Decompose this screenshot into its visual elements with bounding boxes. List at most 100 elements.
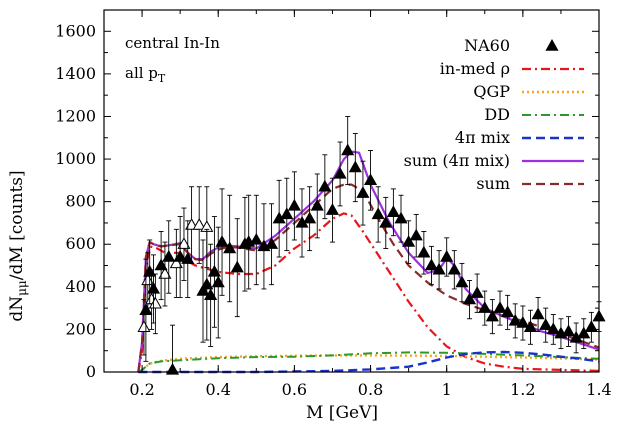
triangle-marker — [200, 277, 214, 290]
legend-entry-sum-4-mix-: sum (4π mix) — [404, 151, 584, 170]
triangle-marker — [501, 305, 515, 318]
y-axis-label: dNμμ/dM [counts] — [7, 170, 29, 321]
na60-point-25 — [303, 186, 317, 252]
triangle-marker — [485, 309, 499, 322]
y-tick-label: 400 — [65, 277, 96, 296]
triangle-marker — [478, 301, 492, 313]
y-tick-label: 800 — [65, 192, 96, 211]
na60-point-46 — [462, 279, 477, 320]
legend: NA60 in-med ρ QGP DD 4π mix sum (4π mix) sum — [404, 36, 584, 193]
na60-point-59 — [561, 316, 576, 347]
triangle-marker — [287, 198, 301, 211]
triangle-marker — [348, 160, 362, 173]
na60-point-18 — [249, 194, 263, 286]
na60-point-14 — [223, 194, 237, 303]
legend-triangle-marker — [545, 38, 559, 51]
triangle-marker — [379, 215, 393, 228]
triangle-marker — [417, 245, 431, 258]
triangle-marker — [310, 198, 324, 211]
triangle-marker — [546, 322, 560, 335]
triangle-marker — [211, 275, 225, 288]
y-tick-label: 600 — [65, 234, 96, 253]
triangle-marker — [264, 237, 279, 249]
triangle-marker — [181, 252, 195, 264]
na60-point-27 — [318, 154, 332, 220]
na60-open-point-6 — [177, 207, 191, 281]
triangle-marker — [146, 281, 161, 294]
na60-point-51 — [501, 294, 515, 330]
annotation-pt-main: all p — [125, 64, 158, 82]
na60-point-43 — [440, 237, 454, 277]
triangle-marker — [139, 303, 153, 315]
triangle-marker — [341, 143, 355, 156]
triangle-marker — [462, 292, 477, 305]
legend-entry-sum: sum — [476, 174, 584, 193]
na60-point-7 — [181, 220, 195, 298]
na60-point-47 — [470, 273, 484, 313]
na60-open-point-3 — [148, 273, 162, 335]
na60-point-10 — [204, 243, 218, 347]
na60-point-39 — [409, 213, 423, 258]
triangle-marker — [493, 301, 507, 313]
x-tick-label: 1 — [442, 380, 452, 399]
plot-frame — [103, 9, 600, 373]
triangle-marker — [196, 284, 210, 296]
triangle-marker — [447, 262, 461, 275]
na60-point-2 — [146, 254, 161, 324]
x-tick-label: 1.2 — [510, 380, 535, 399]
triangle-marker — [394, 211, 408, 224]
na60-point-5 — [165, 324, 180, 375]
open-triangle-marker — [177, 237, 191, 249]
na60-point-8 — [196, 239, 210, 343]
x-tick-label: 0.6 — [282, 380, 307, 399]
triangle-marker — [531, 307, 545, 320]
triangle-marker — [223, 241, 237, 254]
na60-point-48 — [478, 290, 492, 326]
triangle-marker — [249, 232, 263, 245]
open-triangle-marker — [148, 296, 162, 309]
triangle-marker — [424, 258, 439, 271]
y-axis-label-main: dN — [7, 296, 27, 322]
legend-label: in-med ρ — [440, 59, 510, 78]
na60-point-37 — [394, 194, 408, 243]
triangle-marker — [215, 235, 229, 247]
series-line-5-sum — [137, 183, 600, 373]
na60-point-54 — [523, 309, 538, 345]
axes-layer: 0.2 0.4 0.6 0.8 1 1.2 1.4 0 200 400 600 800 1000 1200… — [55, 10, 612, 399]
triangle-marker — [561, 324, 576, 337]
na60-point-32 — [356, 160, 370, 226]
na60-point-3 — [154, 231, 168, 301]
x-tick-label: 1.4 — [586, 380, 611, 399]
na60-point-13 — [215, 188, 229, 296]
legend-label: NA60 — [464, 36, 510, 55]
open-triangle-marker — [169, 256, 183, 269]
na60-point-50 — [493, 290, 507, 326]
legend-entry-na60: NA60 — [464, 36, 559, 55]
legend-entry-4-mix: 4π mix — [455, 128, 584, 147]
triangle-marker — [432, 262, 446, 275]
annotation-pt-subscript: T — [158, 72, 166, 85]
legend-entry-in-med-: in-med ρ — [440, 59, 584, 78]
na60-point-20 — [264, 203, 279, 286]
na60-point-15 — [230, 218, 244, 318]
na60-point-49 — [485, 299, 499, 335]
triangle-marker — [523, 320, 538, 332]
na60-point-40 — [417, 231, 431, 275]
na60-point-53 — [516, 305, 530, 341]
triangle-marker — [325, 203, 340, 215]
legend-label: 4π mix — [455, 128, 510, 147]
na60-point-38 — [402, 220, 416, 264]
annotation-pt: all pT — [125, 64, 166, 85]
triangle-marker — [204, 288, 218, 301]
triangle-marker — [470, 286, 484, 298]
na60-point-4 — [162, 220, 176, 294]
open-triangle-marker — [158, 267, 172, 279]
triangle-marker — [371, 207, 385, 220]
na60-point-36 — [386, 188, 400, 237]
na60-point-33 — [363, 150, 378, 211]
triangle-marker — [363, 173, 378, 186]
y-tick-label: 1600 — [55, 21, 96, 40]
na60-point-61 — [577, 318, 591, 350]
na60-point-30 — [341, 116, 355, 186]
